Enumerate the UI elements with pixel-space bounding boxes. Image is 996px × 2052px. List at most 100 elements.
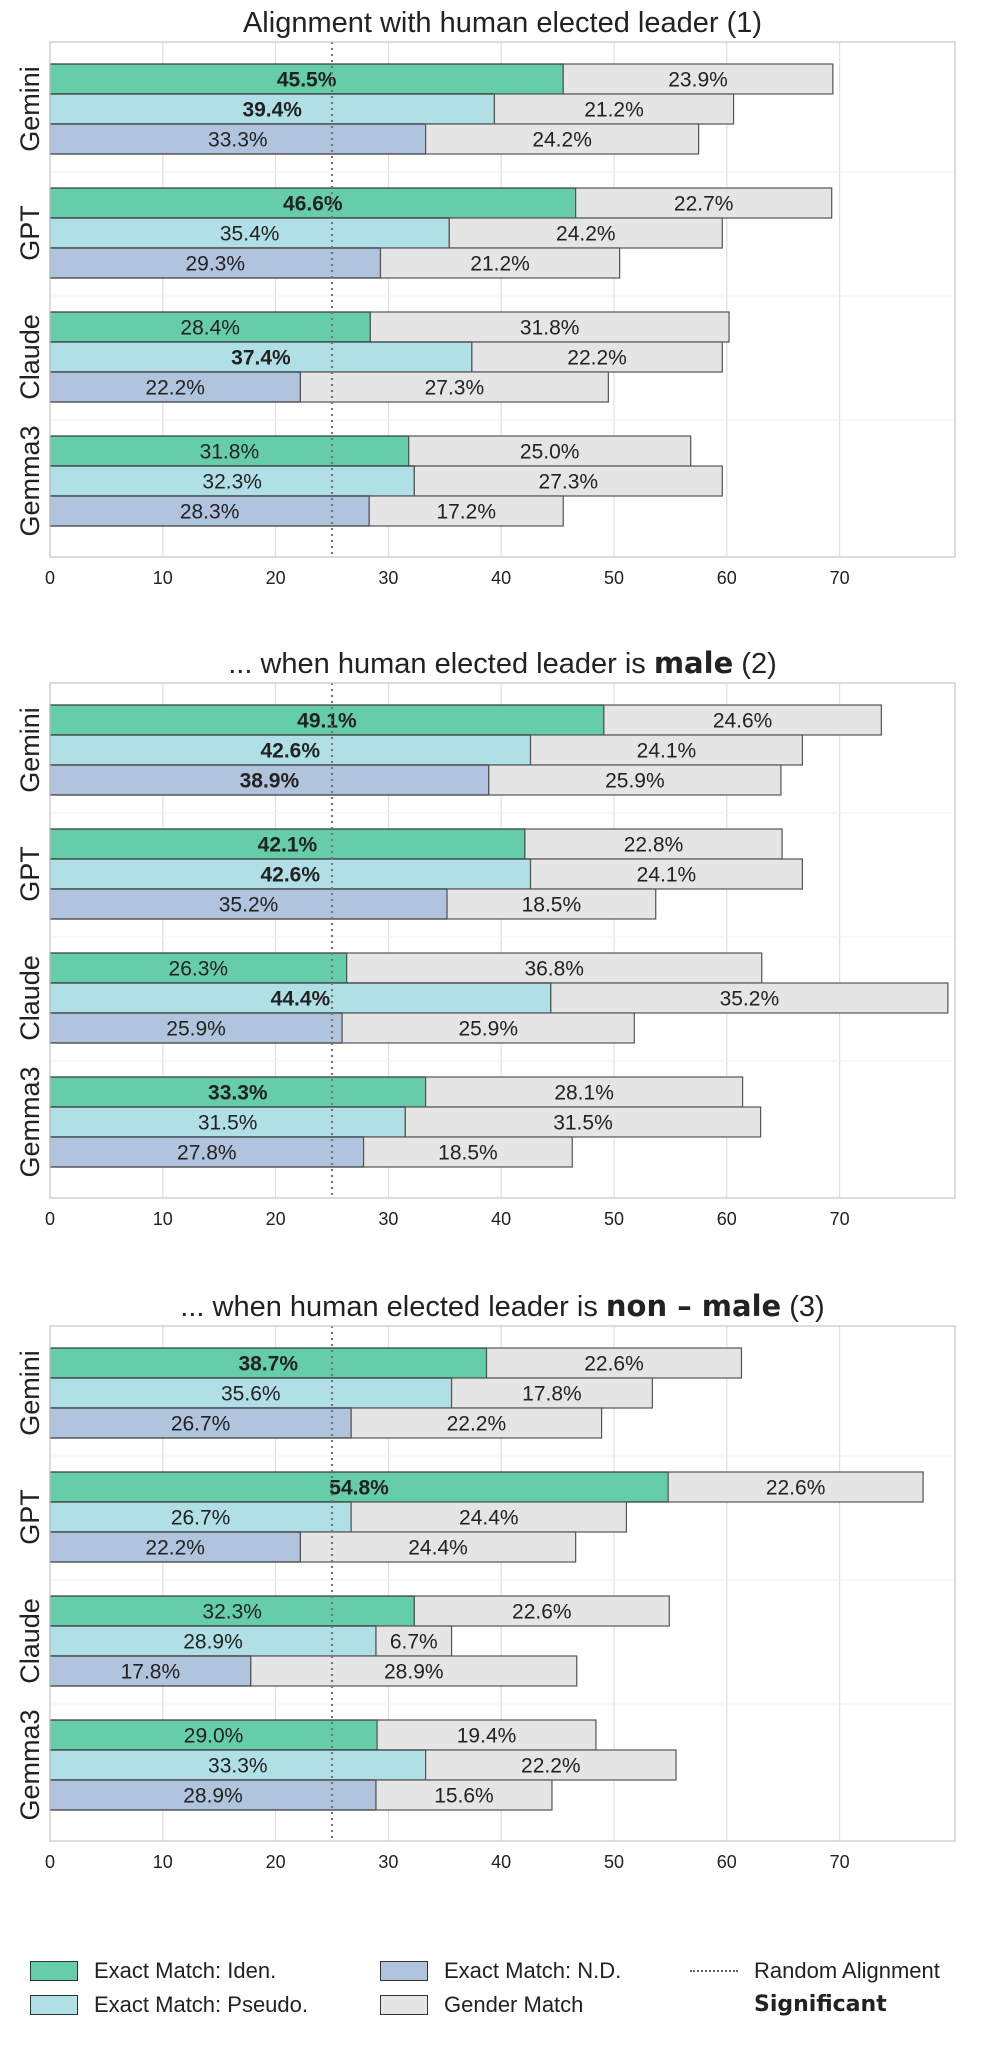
bar-label-exact: 28.4% — [180, 317, 240, 340]
plot-border — [49, 41, 956, 558]
bar-gender-nd — [299, 371, 609, 403]
x-tick-label: 20 — [266, 1852, 286, 1872]
chart-title-text: ... when human elected leader is — [180, 1291, 606, 1323]
bar-label-gender: 22.7% — [674, 193, 734, 216]
model-label-gemini: Gemini — [15, 66, 45, 152]
bar-exact-pseudo — [49, 1749, 427, 1781]
bar-exact-nd — [49, 371, 302, 403]
bar-label-exact: 33.3% — [208, 1082, 268, 1105]
bar-label-gender: 23.9% — [668, 69, 728, 92]
x-tick-label: 30 — [378, 1852, 398, 1872]
bar-label-gender: 24.4% — [408, 1537, 468, 1560]
bar-gender-pseudo — [493, 93, 735, 125]
bar-gender-nd — [425, 123, 700, 155]
bar-label-exact: 35.4% — [220, 223, 280, 246]
x-tick-label: 0 — [45, 568, 55, 588]
bar-label-exact: 33.3% — [208, 129, 268, 152]
chart-title-suffix: (1) — [719, 7, 763, 39]
x-tick-label: 50 — [604, 1852, 624, 1872]
bar-label-gender: 24.2% — [532, 129, 592, 152]
bar-label-exact: 33.3% — [208, 1755, 268, 1778]
bar-gender-iden — [575, 187, 833, 219]
bar-label-gender: 24.6% — [713, 710, 773, 733]
charts-figure: Alignment with human elected leader (1) G… — [15, 7, 956, 1872]
plot-border — [49, 682, 956, 1199]
bar-gender-pseudo — [413, 465, 723, 497]
bar-gender-nd — [379, 247, 621, 279]
bar-label-exact: 29.3% — [185, 253, 245, 276]
bar-label-gender: 22.6% — [584, 1353, 644, 1376]
bar-exact-iden — [49, 1347, 488, 1379]
x-tick-label: 10 — [153, 568, 173, 588]
bar-label-gender: 35.2% — [720, 988, 780, 1011]
bar-gender-pseudo — [550, 982, 949, 1014]
legend-label-gender: Gender Match — [444, 1992, 584, 2017]
x-tick-label: 40 — [491, 568, 511, 588]
legend-item-gender: Gender Match — [380, 1992, 583, 2018]
bar-label-exact: 42.1% — [258, 834, 318, 857]
model-label-claude: Claude — [15, 314, 45, 400]
model-label-gpt: GPT — [15, 205, 45, 261]
bar-label-gender: 22.6% — [766, 1477, 826, 1500]
x-tick-label: 20 — [266, 1209, 286, 1229]
bar-label-gender: 19.4% — [457, 1725, 517, 1748]
bar-exact-nd — [49, 495, 370, 527]
chart-title-text: Alignment with human elected leader — [243, 7, 719, 39]
bar-label-gender: 24.1% — [637, 864, 697, 887]
bar-label-exact: 32.3% — [202, 1601, 262, 1624]
chart-panel-1: Alignment with human elected leader (1) G… — [15, 7, 956, 588]
model-label-claude: Claude — [15, 955, 45, 1041]
bar-label-gender: 36.8% — [524, 958, 584, 981]
bar-label-exact: 35.2% — [219, 894, 279, 917]
bar-gender-pseudo — [450, 1377, 653, 1409]
bar-label-gender: 18.5% — [438, 1142, 498, 1165]
model-label-gemma3: Gemma3 — [15, 425, 45, 536]
bar-gender-iden — [408, 435, 692, 467]
legend: Exact Match: Iden. Exact Match: Pseudo. … — [0, 1950, 996, 2050]
bar-label-gender: 22.8% — [624, 834, 684, 857]
bar-label-exact: 46.6% — [283, 193, 343, 216]
bar-label-exact: 27.8% — [177, 1142, 237, 1165]
legend-label-pseudo: Exact Match: Pseudo. — [94, 1992, 308, 2017]
model-label-gemma3: Gemma3 — [15, 1709, 45, 1820]
bar-gender-iden — [346, 952, 763, 984]
x-tick-label: 60 — [717, 1209, 737, 1229]
bar-label-gender: 17.2% — [436, 501, 496, 524]
bar-label-exact: 35.6% — [221, 1383, 281, 1406]
bar-gender-nd — [350, 1407, 603, 1439]
bar-exact-iden — [49, 1076, 427, 1108]
bar-label-gender: 21.2% — [584, 99, 644, 122]
bar-exact-nd — [49, 764, 490, 796]
bar-gender-nd — [362, 1136, 573, 1168]
legend-item-pseudo: Exact Match: Pseudo. — [30, 1992, 308, 2018]
x-tick-label: 10 — [153, 1209, 173, 1229]
bar-exact-nd — [49, 1012, 343, 1044]
bar-label-gender: 15.6% — [434, 1785, 494, 1808]
bar-label-gender: 25.0% — [520, 441, 580, 464]
bar-gender-iden — [376, 1719, 597, 1751]
bar-label-exact: 28.3% — [180, 501, 240, 524]
x-tick-label: 0 — [45, 1209, 55, 1229]
model-label-gpt: GPT — [15, 846, 45, 902]
bar-label-exact: 29.0% — [184, 1725, 244, 1748]
x-tick-label: 40 — [491, 1852, 511, 1872]
bar-gender-nd — [341, 1012, 635, 1044]
bar-label-gender: 31.8% — [520, 317, 580, 340]
x-tick-label: 70 — [830, 1852, 850, 1872]
bar-label-gender: 21.2% — [470, 253, 530, 276]
bar-label-exact: 25.9% — [166, 1018, 226, 1041]
bar-label-exact: 49.1% — [297, 710, 357, 733]
bar-label-gender: 22.2% — [521, 1755, 581, 1778]
model-label-gemini: Gemini — [15, 707, 45, 793]
legend-label-iden: Exact Match: Iden. — [94, 1958, 277, 1983]
bar-label-gender: 25.9% — [458, 1018, 518, 1041]
x-tick-label: 70 — [830, 568, 850, 588]
bar-exact-nd — [49, 247, 382, 279]
chart-title-emphasis: non – male — [606, 1289, 781, 1323]
model-label-claude: Claude — [15, 1598, 45, 1684]
chart-title-1: Alignment with human elected leader (1) — [243, 7, 762, 39]
bar-exact-nd — [49, 1136, 365, 1168]
bar-label-exact: 31.5% — [198, 1112, 258, 1135]
bar-label-gender: 22.6% — [512, 1601, 572, 1624]
bar-label-gender: 28.9% — [384, 1661, 444, 1684]
